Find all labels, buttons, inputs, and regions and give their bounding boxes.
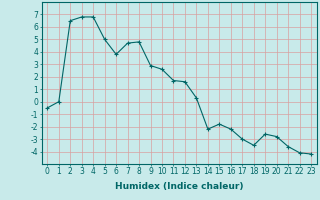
- X-axis label: Humidex (Indice chaleur): Humidex (Indice chaleur): [115, 182, 244, 191]
